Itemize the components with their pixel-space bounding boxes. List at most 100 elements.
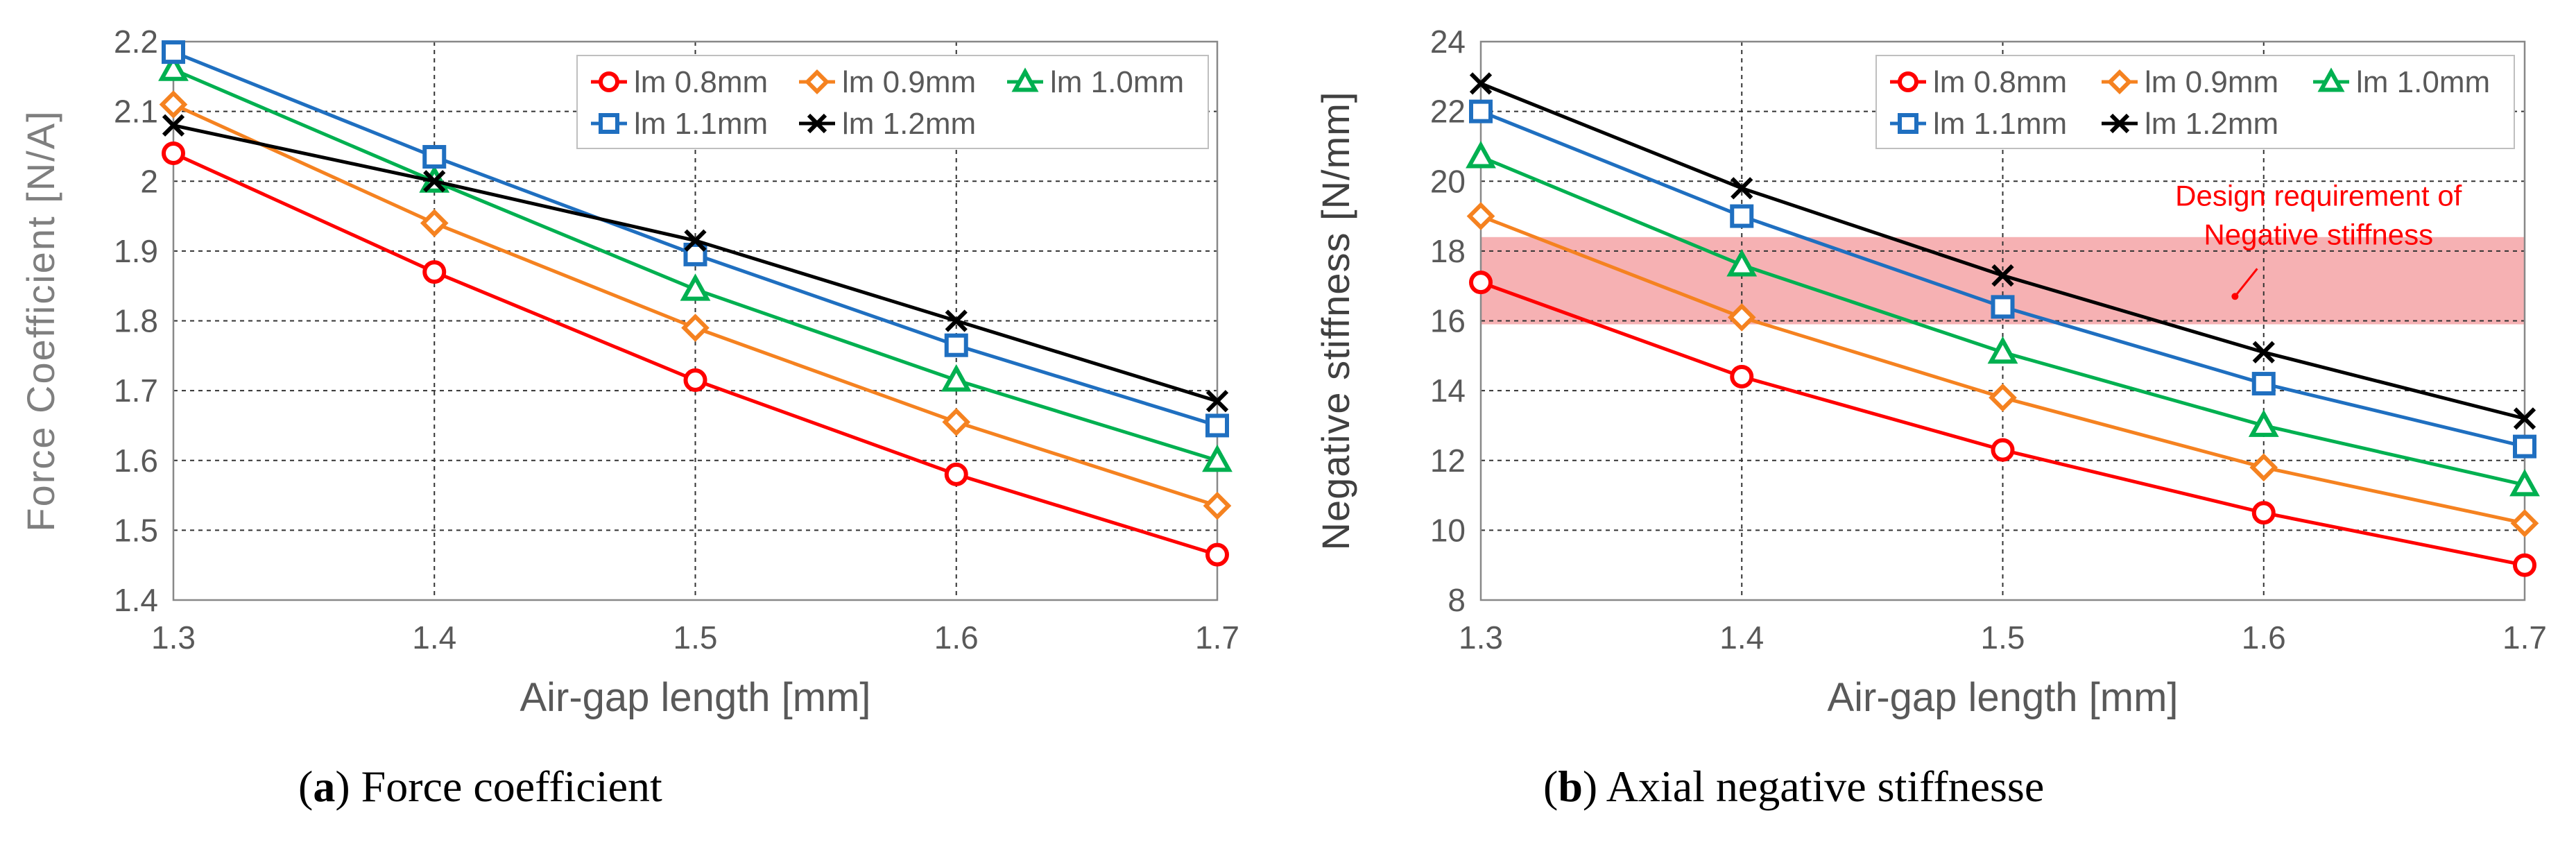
chart-b-y-tick-label: 18 bbox=[1430, 233, 1466, 269]
chart-b-data-point bbox=[1469, 72, 1493, 95]
chart-b-legend-entry: lm 0.8mm bbox=[1890, 65, 2067, 99]
chart-a-y-tick-label: 1.4 bbox=[114, 582, 158, 618]
chart-a-data-point bbox=[684, 229, 707, 252]
chart-b-caption-text: Axial negative stiffnesse bbox=[1606, 762, 2045, 811]
chart-b-x-tick-label: 1.3 bbox=[1459, 619, 1503, 656]
chart-b-annotation-text: Negative stiffness bbox=[2204, 218, 2433, 250]
chart-a-legend-label: lm 0.8mm bbox=[634, 65, 768, 99]
chart-a-legend-entry: lm 1.1mm bbox=[591, 107, 768, 141]
chart-a-y-axis-title: Force Coefficient [N/A] bbox=[19, 110, 62, 531]
chart-a-data-point bbox=[158, 53, 189, 81]
chart-a-legend: lm 0.8mm lm 0.9mm lm 1.0mm lm 1.1mm lm 1.2mm bbox=[576, 55, 1209, 149]
chart-a-series-4 bbox=[162, 40, 1229, 438]
chart-a-x-tick-label: 1.5 bbox=[673, 619, 718, 656]
chart-b-legend-label: lm 0.8mm bbox=[1933, 65, 2067, 99]
chart-b-data-point-stroke bbox=[1469, 72, 1493, 95]
chart-b-plot-frame bbox=[1479, 40, 2526, 601]
chart-a-data-point bbox=[681, 314, 710, 342]
chart-a-y-tick-label: 1.5 bbox=[114, 512, 158, 548]
chart-b-caption-paren-open: ( bbox=[1543, 762, 1558, 811]
chart-a-legend-marker bbox=[804, 69, 830, 95]
chart-b-data-point-stroke bbox=[2252, 341, 2275, 363]
chart-b-data-point bbox=[1469, 271, 1493, 295]
chart-b-legend-marker bbox=[2317, 67, 2345, 92]
chart-a-legend-box bbox=[576, 55, 1209, 149]
chart-b-y-tick-label: 22 bbox=[1430, 94, 1466, 130]
chart-a-x-tick-label: 1.7 bbox=[1195, 619, 1239, 656]
chart-b-data-point bbox=[1730, 365, 1754, 388]
chart-b-data-point-stroke bbox=[1991, 264, 2014, 287]
chart-b-data-point bbox=[1987, 336, 2018, 364]
chart-a-y-tick-label: 1.6 bbox=[114, 443, 158, 479]
chart-b-data-point bbox=[2513, 434, 2536, 459]
chart-a-series-2 bbox=[159, 90, 1232, 520]
chart-b-legend-marker bbox=[1898, 113, 1918, 134]
chart-a-legend-entry: lm 0.8mm bbox=[591, 65, 768, 99]
chart-b-data-point bbox=[1730, 204, 1754, 228]
chart-b-series-4 bbox=[1469, 99, 2536, 459]
chart-a-series-5 bbox=[162, 114, 1229, 413]
chart-a-y-tick-label: 2 bbox=[140, 163, 158, 199]
chart-b-y-tick-label: 8 bbox=[1448, 582, 1466, 618]
chart-a-data-point bbox=[1203, 491, 1232, 520]
chart-b-legend-entry: lm 0.9mm bbox=[2102, 65, 2278, 99]
chart-a-plot-frame bbox=[172, 40, 1219, 601]
chart-b-data-point bbox=[1469, 99, 1493, 123]
chart-a-data-point bbox=[162, 114, 185, 137]
chart-a-data-point bbox=[162, 142, 185, 165]
chart-b-caption: (b) Axial negative stiffnesse bbox=[1543, 762, 2044, 811]
chart-b-legend-entry: lm 1.0mm bbox=[2313, 65, 2490, 99]
chart-a-caption-paren-open: ( bbox=[298, 762, 313, 811]
chart-b-data-point bbox=[2509, 468, 2540, 497]
chart-b-legend-box bbox=[1875, 55, 2515, 149]
chart-a-caption-paren-close: ) bbox=[335, 762, 361, 811]
chart-b-y-tick-label: 12 bbox=[1430, 443, 1466, 479]
chart-b-data-point bbox=[2513, 407, 2536, 430]
chart-a-caption: (a) Force coefficient bbox=[298, 762, 662, 811]
chart-a-data-point bbox=[422, 145, 447, 169]
chart-a-data-point bbox=[1205, 390, 1229, 413]
chart-b-legend: lm 0.8mm lm 0.9mm lm 1.0mm lm 1.1mm lm 1.2mm bbox=[1875, 55, 2515, 149]
chart-a-series-1 bbox=[162, 142, 1229, 567]
chart-a-series-line bbox=[172, 103, 1218, 508]
chart-a-data-point-stroke bbox=[423, 170, 446, 193]
chart-a-legend-marker bbox=[1011, 67, 1039, 92]
chart-b-series-2 bbox=[1466, 202, 2539, 538]
chart-b-annotation-leader bbox=[2234, 268, 2258, 298]
chart-b-series-3 bbox=[1466, 141, 2540, 497]
chart-a-data-point-stroke bbox=[162, 114, 185, 137]
chart-a-legend-entry: lm 0.9mm bbox=[799, 65, 976, 99]
chart-a-legend-entry: lm 1.0mm bbox=[1007, 65, 1184, 99]
chart-b-x-axis-title: Air-gap length [mm] bbox=[1827, 675, 2178, 720]
chart-b-y-tick-label: 10 bbox=[1430, 512, 1466, 548]
chart-b-legend-label: lm 1.2mm bbox=[2145, 107, 2278, 141]
chart-b-x-tick-label: 1.5 bbox=[1981, 619, 2025, 656]
chart-a-data-point-stroke bbox=[684, 229, 707, 252]
chart-a-x-tick-label: 1.4 bbox=[412, 619, 456, 656]
chart-b-data-point bbox=[1466, 202, 1495, 230]
chart-b-data-point bbox=[1466, 141, 1496, 169]
chart-a-data-point bbox=[420, 209, 449, 237]
chart-b: 8 10 12 14 16 18 20 22 24 1.3 1.4 1.5 1.6 1.7 Negative… bbox=[1314, 24, 2547, 811]
chart-a: 1.41.51.61.71.81.922.12.21.3 1.4 1.5 1.6 1.7… bbox=[19, 24, 1239, 811]
chart-a-caption-text: Force coefficient bbox=[361, 762, 662, 811]
chart-a-data-point bbox=[942, 408, 971, 436]
chart-b-caption-letter: b bbox=[1558, 762, 1583, 811]
chart-b-data-point bbox=[1991, 264, 2014, 287]
chart-a-data-point bbox=[422, 260, 447, 284]
chart-b-legend-label: lm 1.1mm bbox=[1933, 107, 2067, 141]
chart-a-data-point-stroke bbox=[1205, 390, 1229, 413]
chart-b-data-point bbox=[2513, 553, 2536, 577]
chart-a-legend-marker-stroke bbox=[807, 113, 827, 134]
chart-a-data-point bbox=[944, 462, 968, 486]
chart-a-x-axis-title: Air-gap length [mm] bbox=[520, 675, 870, 720]
chart-b-data-point bbox=[1991, 295, 2015, 319]
chart-b-legend-entry: lm 1.1mm bbox=[1890, 107, 2067, 141]
chart-b-legend-marker bbox=[1898, 71, 1918, 92]
chart-a-data-point bbox=[162, 40, 185, 65]
chart-a-legend-marker bbox=[599, 71, 619, 92]
chart-b-series-5 bbox=[1469, 72, 2536, 430]
chart-b-data-point bbox=[2510, 508, 2539, 538]
